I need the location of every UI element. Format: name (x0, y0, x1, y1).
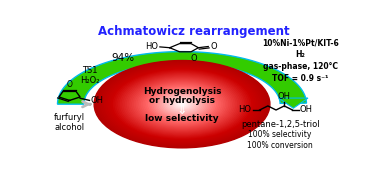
Text: furfuryl
alcohol: furfuryl alcohol (54, 113, 85, 132)
Circle shape (154, 90, 210, 118)
Text: 10%Ni-1%Pt/KIT-6
H₂
gas-phase, 120°C
TOF = 0.9 s⁻¹: 10%Ni-1%Pt/KIT-6 H₂ gas-phase, 120°C TOF… (262, 38, 339, 83)
Circle shape (180, 103, 184, 105)
Circle shape (140, 83, 224, 125)
Text: ⇓: ⇓ (177, 104, 187, 116)
Text: Achmatowicz rearrangement: Achmatowicz rearrangement (98, 25, 290, 38)
Text: O: O (190, 54, 197, 63)
Circle shape (150, 88, 214, 120)
Circle shape (161, 94, 203, 115)
Text: HO: HO (145, 42, 158, 51)
Circle shape (131, 79, 233, 129)
Circle shape (170, 98, 194, 110)
Circle shape (119, 73, 245, 136)
Circle shape (175, 101, 189, 108)
Circle shape (152, 89, 212, 119)
Circle shape (159, 93, 205, 115)
Circle shape (127, 77, 237, 131)
Circle shape (108, 67, 256, 141)
Circle shape (117, 72, 247, 136)
Circle shape (147, 87, 217, 122)
Circle shape (124, 75, 240, 133)
Circle shape (113, 70, 251, 138)
Circle shape (138, 82, 226, 126)
Circle shape (136, 81, 228, 127)
Circle shape (177, 101, 187, 107)
Text: 94%: 94% (112, 53, 135, 63)
Circle shape (129, 78, 235, 130)
Text: or hydrolysis: or hydrolysis (149, 96, 215, 105)
Text: OH: OH (278, 92, 291, 101)
Circle shape (126, 76, 238, 132)
Text: Hydrogenolysis: Hydrogenolysis (143, 87, 221, 96)
Circle shape (107, 67, 257, 142)
Text: pentane-1,2,5-triol: pentane-1,2,5-triol (241, 120, 319, 129)
Text: O: O (211, 42, 217, 51)
Circle shape (166, 96, 198, 112)
Circle shape (98, 62, 266, 146)
Circle shape (96, 61, 268, 147)
Circle shape (178, 102, 186, 106)
Circle shape (122, 74, 242, 134)
Circle shape (143, 85, 221, 123)
Circle shape (172, 99, 192, 109)
Circle shape (157, 92, 207, 116)
Circle shape (163, 94, 201, 114)
Circle shape (173, 100, 191, 108)
Circle shape (135, 81, 229, 128)
Circle shape (99, 63, 265, 145)
Circle shape (156, 91, 208, 117)
Circle shape (101, 64, 263, 144)
Text: OH: OH (300, 105, 313, 115)
Circle shape (110, 68, 254, 140)
Text: O: O (67, 80, 73, 89)
Polygon shape (279, 98, 308, 108)
Circle shape (105, 66, 259, 143)
Circle shape (103, 65, 261, 143)
Circle shape (115, 71, 249, 137)
Text: low selectivity: low selectivity (145, 114, 219, 123)
Circle shape (133, 80, 231, 129)
Text: TS1
H₂O₂: TS1 H₂O₂ (80, 66, 99, 85)
Text: OH: OH (91, 96, 104, 105)
Text: HO: HO (239, 105, 251, 115)
Circle shape (121, 74, 243, 135)
Circle shape (94, 60, 270, 148)
Circle shape (142, 84, 222, 124)
Circle shape (112, 69, 253, 139)
Circle shape (145, 86, 219, 122)
Circle shape (164, 95, 200, 113)
Text: 100% selectivity
100% conversion: 100% selectivity 100% conversion (247, 130, 313, 150)
Circle shape (168, 97, 196, 111)
Polygon shape (57, 52, 307, 104)
Circle shape (149, 88, 215, 121)
